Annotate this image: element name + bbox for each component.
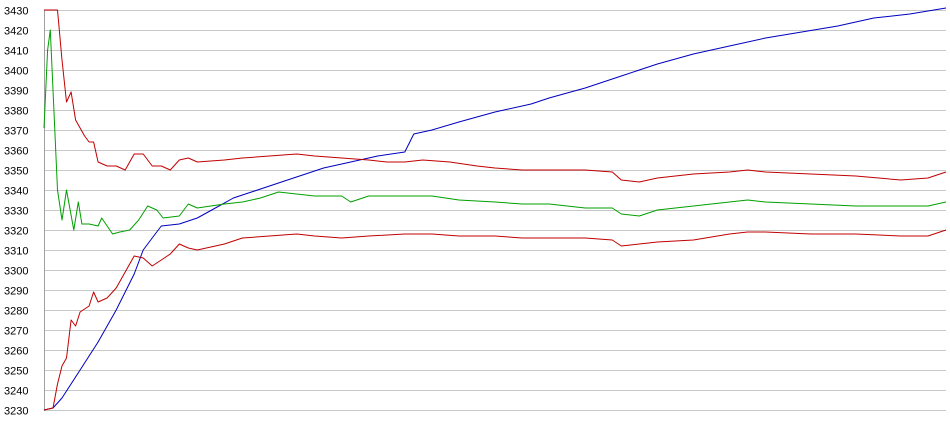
y-tick-label: 3400 (4, 66, 28, 78)
y-tick-label: 3430 (4, 6, 28, 18)
series-line-2 (43, 29, 947, 235)
y-tick-label: 3290 (4, 286, 28, 298)
y-tick-label: 3240 (4, 386, 28, 398)
y-tick-label: 3380 (4, 106, 28, 118)
y-tick-label: 3350 (4, 166, 28, 178)
y-tick-label: 3420 (4, 26, 28, 38)
y-tick-label: 3230 (4, 406, 28, 418)
series-line-1 (43, 7, 947, 411)
y-tick-label: 3330 (4, 206, 28, 218)
series-lines (43, 7, 947, 411)
gridlines (44, 10, 946, 411)
y-tick-label: 3270 (4, 326, 28, 338)
series-line-4 (43, 229, 947, 411)
y-tick-label: 3300 (4, 266, 28, 278)
y-tick-label: 3320 (4, 226, 28, 238)
y-tick-label: 3360 (4, 146, 28, 158)
y-tick-label: 3370 (4, 126, 28, 138)
y-tick-label: 3390 (4, 86, 28, 98)
y-axis-tick-labels: 3230 3240 3250 3260 3270 3280 3290 3300 3310 3320… (4, 6, 28, 418)
y-tick-label: 3310 (4, 246, 28, 258)
y-tick-label: 3250 (4, 366, 28, 378)
y-tick-label: 3280 (4, 306, 28, 318)
series-line-3 (44, 9, 947, 183)
y-tick-label: 3340 (4, 186, 28, 198)
y-tick-label: 3260 (4, 346, 28, 358)
y-tick-label: 3410 (4, 46, 28, 58)
